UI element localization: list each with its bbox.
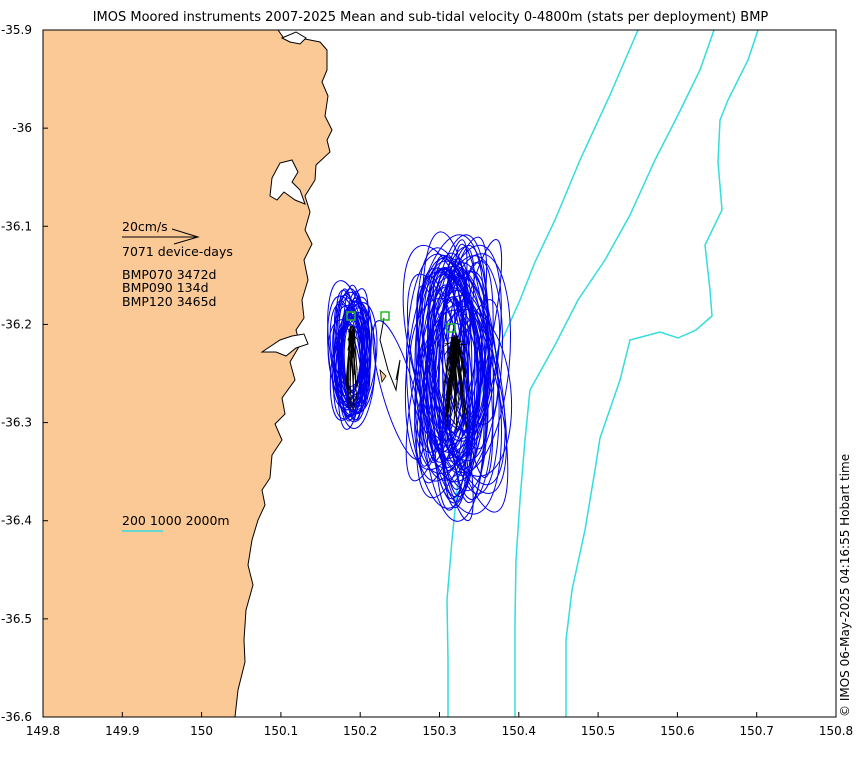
estuary-2	[269, 159, 306, 205]
ellipse-bmp120	[416, 285, 474, 522]
ellipse-bmp120	[404, 234, 485, 471]
x-tick-label: 149.9	[105, 724, 139, 738]
vector-bmp120	[441, 337, 455, 399]
ellipse-bmp120	[432, 271, 468, 434]
ellipse-bmp120	[423, 301, 489, 453]
velocity-vectors	[345, 324, 470, 432]
estuary-1	[280, 31, 307, 45]
y-tick-label: -36.1	[1, 219, 32, 233]
isobath-2000m	[565, 29, 759, 717]
mooring-label-2: BMP090 134d	[122, 280, 209, 295]
x-tick-label: 150.8	[819, 724, 853, 738]
y-tick-label: -36.2	[1, 317, 32, 331]
isobath-legend-label: 200 1000 2000m	[122, 513, 230, 528]
vector-bmp120	[453, 343, 462, 394]
x-tick-label: 150.2	[343, 724, 377, 738]
vector-bmp070	[347, 325, 354, 351]
isobath-1000m	[514, 29, 715, 717]
y-tick-label: -35.9	[1, 23, 32, 37]
ellipse-bmp070	[340, 290, 364, 422]
vector-bmp070	[349, 324, 355, 405]
vector-bmp070	[354, 331, 359, 388]
y-axis-ticks: -35.9 -36 -36.1 -36.2 -36.3 -36.4 -36.5 -36.6	[1, 23, 48, 724]
vector-bmp090-tail	[379, 368, 387, 384]
scale-label: 20cm/s	[122, 219, 168, 234]
x-axis-ticks: 149.8 149.9 150 150.1 150.2 150.3 150.4 150.5 15…	[26, 712, 853, 738]
ellipse-bmp120	[426, 298, 472, 463]
vector-bmp120	[452, 342, 460, 406]
vector-bmp090	[379, 317, 401, 392]
vector-bmp120	[454, 335, 457, 409]
page-title: IMOS Moored instruments 2007-2025 Mean a…	[92, 10, 769, 25]
x-tick-label: 150.7	[740, 724, 774, 738]
x-tick-label: 150.4	[502, 724, 536, 738]
y-tick-label: -36.5	[1, 612, 32, 626]
vector-bmp120	[452, 340, 455, 391]
ellipse-bmp070	[334, 301, 378, 417]
vector-bmp120	[446, 342, 458, 385]
y-tick-label: -36.4	[1, 514, 32, 528]
x-tick-label: 150.6	[660, 724, 694, 738]
variance-ellipses	[327, 231, 513, 522]
x-tick-label: 150.5	[581, 724, 615, 738]
x-tick-label: 150.1	[264, 724, 298, 738]
vector-bmp070	[353, 331, 355, 336]
vector-bmp120	[443, 337, 453, 384]
y-tick-label: -36.3	[1, 416, 32, 430]
ellipse-bmp120	[416, 247, 488, 492]
x-tick-label: 150	[190, 724, 213, 738]
vector-bmp070	[347, 328, 350, 407]
ellipse-bmp070	[339, 296, 372, 416]
ellipse-bmp120	[441, 262, 500, 495]
ellipse-bmp120	[429, 293, 465, 472]
ellipse-bmp090	[372, 320, 424, 460]
ellipse-bmp120	[433, 253, 512, 474]
scale-arrow-head	[171, 228, 200, 245]
ellipse-bmp070	[332, 304, 366, 388]
device-days-label: 7071 device-days	[122, 244, 233, 259]
vector-bmp120	[456, 342, 468, 429]
mooring-marker-bmp120[interactable]	[446, 323, 456, 333]
vector-bmp070	[351, 331, 358, 402]
mooring-label-1: BMP070 3472d	[122, 267, 216, 282]
vector-bmp120	[443, 340, 454, 348]
ellipse-bmp120	[438, 257, 476, 509]
vector-bmp120	[457, 338, 464, 421]
mooring-label-3: BMP120 3465d	[122, 294, 216, 309]
mooring-marker-bmp090[interactable]	[380, 311, 390, 321]
timestamp-label: © IMOS 06-May-2025 04:16:55 Hobart time	[838, 453, 852, 717]
x-tick-label: 150.3	[422, 724, 456, 738]
land-mass	[42, 29, 333, 718]
vector-bmp120	[456, 337, 468, 352]
mooring-marker-bmp070[interactable]	[346, 311, 356, 321]
estuary-3	[260, 333, 309, 357]
y-tick-label: -36.6	[1, 710, 32, 724]
y-tick-label: -36	[12, 121, 32, 135]
ellipse-bmp070	[327, 319, 369, 411]
x-tick-label: 149.8	[26, 724, 60, 738]
vector-bmp120	[446, 344, 454, 427]
vector-bmp120	[457, 339, 470, 392]
isobath-200m	[446, 29, 639, 717]
